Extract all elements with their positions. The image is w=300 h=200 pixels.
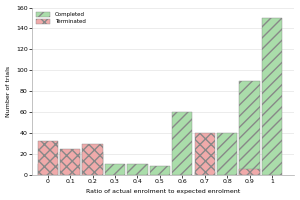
- Bar: [60, 149, 80, 175]
- Bar: [105, 164, 125, 175]
- X-axis label: Ratio of actual enrolment to expected enrolment: Ratio of actual enrolment to expected en…: [86, 189, 240, 194]
- Bar: [82, 152, 103, 175]
- Bar: [60, 152, 80, 175]
- Bar: [195, 133, 215, 175]
- Y-axis label: Number of trials: Number of trials: [6, 66, 10, 117]
- Bar: [150, 166, 170, 175]
- Bar: [195, 172, 215, 175]
- Bar: [82, 144, 103, 175]
- Bar: [239, 81, 260, 175]
- Legend: Completed, Terminated: Completed, Terminated: [35, 10, 87, 26]
- Bar: [38, 141, 58, 175]
- Bar: [239, 169, 260, 175]
- Bar: [217, 133, 237, 175]
- Bar: [262, 18, 282, 175]
- Bar: [38, 164, 58, 175]
- Bar: [172, 112, 192, 175]
- Bar: [128, 164, 148, 175]
